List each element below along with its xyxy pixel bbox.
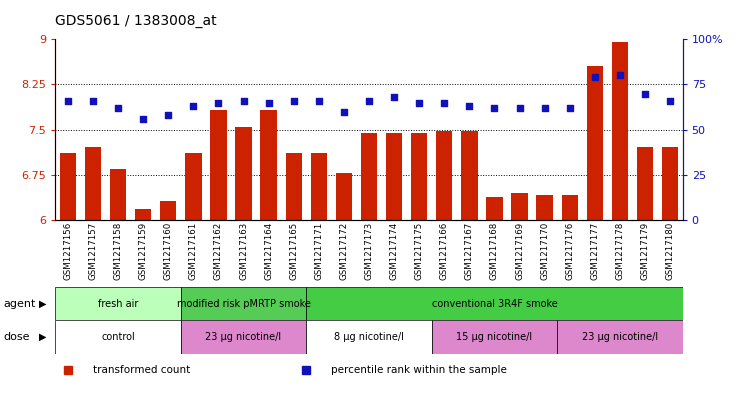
Text: modified risk pMRTP smoke: modified risk pMRTP smoke [176,299,311,309]
Point [62,97,74,104]
Text: transformed count: transformed count [93,365,190,375]
Point [137,116,149,122]
Text: conventional 3R4F smoke: conventional 3R4F smoke [432,299,557,309]
Point [438,99,450,106]
Bar [386,133,402,220]
Point [187,103,199,109]
Point [313,97,325,104]
Bar [261,110,277,220]
Bar [110,169,126,220]
Point [363,97,375,104]
Text: percentile rank within the sample: percentile rank within the sample [331,365,507,375]
Bar [436,131,452,220]
Bar [181,320,306,354]
Text: 15 μg nicotine/l: 15 μg nicotine/l [456,332,533,342]
Bar [55,287,181,320]
Text: agent: agent [4,299,36,309]
Bar [432,320,557,354]
Point [162,112,174,118]
Point [263,99,275,106]
Text: GDS5061 / 1383008_at: GDS5061 / 1383008_at [55,13,217,28]
Bar [235,127,252,220]
Bar [361,133,377,220]
Text: 8 μg nicotine/l: 8 μg nicotine/l [334,332,404,342]
Bar [181,287,306,320]
Bar [55,320,181,354]
Bar [60,152,76,220]
Bar [537,195,553,220]
Text: ▶: ▶ [39,299,46,309]
Bar [311,152,327,220]
Point [338,108,350,115]
Bar [306,320,432,354]
Point [564,105,576,111]
Point [388,94,400,100]
Point [589,74,601,81]
Bar [135,209,151,220]
Bar [461,131,477,220]
Bar [662,147,678,220]
Bar [85,147,101,220]
Bar [486,197,503,220]
Bar [511,193,528,220]
Bar [587,66,603,220]
Point [514,105,525,111]
Point [539,105,551,111]
Bar [306,287,683,320]
Point [664,97,676,104]
Bar [637,147,653,220]
Text: 23 μg nicotine/l: 23 μg nicotine/l [205,332,282,342]
Text: dose: dose [4,332,30,342]
Point [614,72,626,79]
Text: fresh air: fresh air [98,299,138,309]
Point [87,97,99,104]
Text: 23 μg nicotine/l: 23 μg nicotine/l [582,332,658,342]
Bar [160,201,176,220]
Bar [336,173,352,220]
Bar [612,42,628,220]
Point [489,105,500,111]
Point [112,105,124,111]
Bar [185,152,201,220]
Bar [411,133,427,220]
Bar [286,152,302,220]
Point [413,99,425,106]
Text: control: control [101,332,135,342]
Point [639,90,651,97]
Point [463,103,475,109]
Text: ▶: ▶ [39,332,46,342]
Bar [210,110,227,220]
Point [238,97,249,104]
Point [288,97,300,104]
Point [213,99,224,106]
Bar [557,320,683,354]
Bar [562,195,578,220]
